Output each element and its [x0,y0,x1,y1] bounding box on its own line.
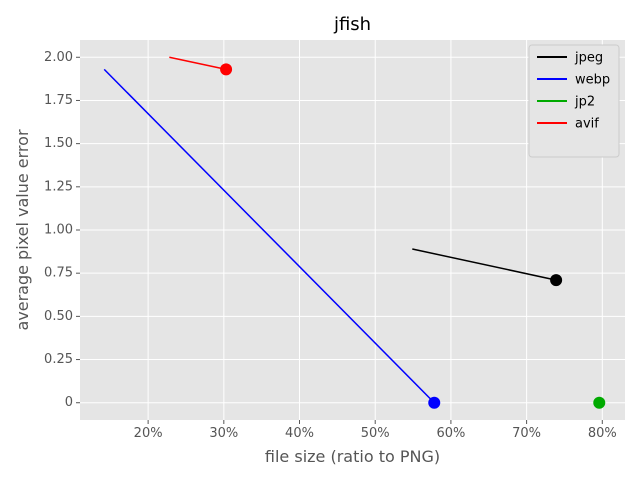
x-tick-label: 70% [512,426,541,441]
y-tick-label: 0.25 [44,352,73,367]
y-tick-label: 1.25 [44,179,73,194]
series-line-jpeg [412,248,557,281]
y-tick-label: 1.50 [44,136,73,151]
legend-label-webp: webp [575,73,610,88]
y-tick-label: 1.00 [44,223,73,238]
chart-title: jfish [333,14,371,35]
x-axis: 20% 30% 40% 50% 60% 70% 80% [134,420,617,441]
x-tick-label: 20% [134,426,163,441]
legend-label-avif: avif [575,117,599,132]
x-tick-label: 40% [285,426,314,441]
x-axis-label: file size (ratio to PNG) [265,447,440,466]
y-axis-label: average pixel value error [13,129,32,330]
legend-box [528,44,620,158]
x-tick-label: 60% [436,426,465,441]
x-tick-label: 30% [209,426,238,441]
y-axis: 0 0.25 0.50 0.75 1.00 1.25 1.50 1.75 2.00 [44,50,80,410]
y-tick-label: 1.75 [44,93,73,108]
series-marker-jp2 [593,396,606,409]
series-line-webp [103,68,435,404]
series-marker-webp [428,396,441,409]
legend: jpeg webp jp2 avif [528,44,620,158]
x-tick-label: 80% [588,426,617,441]
y-tick-label: 0 [65,395,73,410]
series-group [103,56,606,409]
x-tick-label: 50% [361,426,390,441]
series-marker-jpeg [550,274,563,287]
y-tick-label: 0.75 [44,266,73,281]
legend-label-jp2: jp2 [574,95,595,110]
y-tick-label: 0.50 [44,309,73,324]
series-line-avif [169,56,227,71]
series-marker-avif [220,63,233,76]
y-tick-label: 2.00 [44,50,73,65]
legend-label-jpeg: jpeg [574,51,603,66]
